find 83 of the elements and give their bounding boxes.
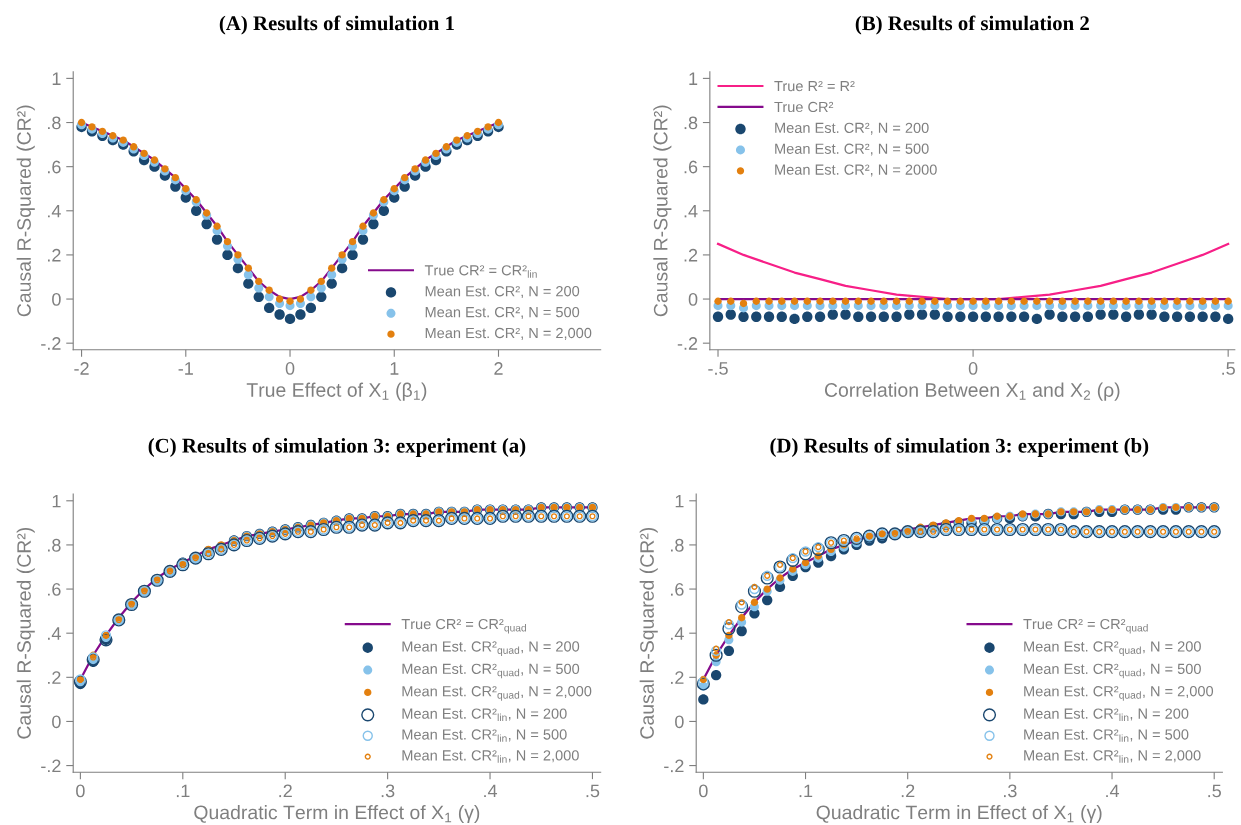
legend-label: Mean Est. CR², N = 500 xyxy=(425,306,580,319)
y-tick-label: .2 xyxy=(684,248,698,262)
legend-label: Mean Est. CR²$_{lin}$, N = 200 xyxy=(402,708,567,721)
y-tick-label: .6 xyxy=(670,582,684,596)
legend-label: Mean Est. CR², N = 2,000 xyxy=(425,327,592,340)
x-tick-label: 0 xyxy=(699,784,708,798)
x-tick-label: .4 xyxy=(1106,784,1120,798)
y-tick-label: -.2 xyxy=(41,759,61,773)
x-tick-label: .1 xyxy=(799,784,813,798)
legend-label: Mean Est. CR²$_{quad}$, N = 2,000 xyxy=(1024,686,1214,701)
y-tick-label: .4 xyxy=(48,204,61,218)
legend-label: True CR² = CR²$_{quad}$ xyxy=(401,618,526,634)
y-tick-label: .4 xyxy=(684,204,698,218)
legend-label: Mean Est. CR², N = 2000 xyxy=(775,164,937,177)
legend-label: Mean Est. CR², N = 500 xyxy=(775,143,929,156)
legend-label: Mean Est. CR²$_{lin}$, N = 2,000 xyxy=(1024,750,1201,763)
x-tick-label: 2 xyxy=(494,362,503,375)
chart-title: (C) Results of simulation 3: experiment (a) xyxy=(148,437,526,457)
y-tick-label: .6 xyxy=(48,582,61,596)
legend-label: True CR² xyxy=(774,101,834,113)
y-tick-label: .2 xyxy=(48,248,61,262)
legend-label: Mean Est. CR²$_{quad}$, N = 500 xyxy=(1024,663,1201,679)
y-tick-label: .4 xyxy=(48,627,61,640)
y-tick-label: .2 xyxy=(48,671,61,684)
y-tick-label: -.2 xyxy=(677,337,698,350)
chart-title: (A) Results of simulation 1 xyxy=(219,15,454,35)
legend-label: Mean Est. CR²$_{quad}$, N = 2,000 xyxy=(402,686,592,701)
legend-label: Mean Est. CR²$_{lin}$, N = 500 xyxy=(1024,729,1189,742)
y-tick-label: .2 xyxy=(670,671,684,684)
legend-label: Mean Est. CR²$_{quad}$, N = 500 xyxy=(402,663,580,679)
chart-title: (D) Results of simulation 3: experiment (b) xyxy=(770,437,1149,457)
chart-title: (B) Results of simulation 2 xyxy=(855,15,1089,35)
x-tick-label: 1 xyxy=(390,362,399,375)
x-axis-title: Quadratic Term in Effect of X$_{1}$ (γ) xyxy=(816,805,1102,824)
y-tick-label: 0 xyxy=(52,715,61,729)
x-tick-label: -1 xyxy=(178,362,193,375)
x-tick-label: .3 xyxy=(381,784,395,798)
x-tick-label: .4 xyxy=(484,784,498,798)
x-tick-label: .5 xyxy=(586,784,600,798)
y-tick-label: .4 xyxy=(670,627,684,640)
x-tick-label: -.5 xyxy=(708,362,728,375)
y-tick-label: -.2 xyxy=(41,337,61,350)
y-axis-title: Causal R-Squared (CR²) xyxy=(653,105,672,317)
legend-label: Mean Est. CR², N = 200 xyxy=(425,286,580,299)
legend-label: Mean Est. CR²$_{quad}$, N = 200 xyxy=(402,641,580,656)
x-axis-title: Quadratic Term in Effect of X$_{1}$ (γ) xyxy=(194,805,480,824)
x-tick-label: -2 xyxy=(74,362,89,375)
y-tick-label: 0 xyxy=(675,715,684,729)
legend-label: Mean Est. CR²$_{lin}$, N = 500 xyxy=(402,729,567,742)
y-tick-label: 1 xyxy=(675,494,684,508)
y-tick-label: .8 xyxy=(48,538,61,552)
y-tick-label: 0 xyxy=(688,292,698,306)
x-axis-title: Correlation Between X$_{1}$ and X$_{2}$ (ρ) xyxy=(824,382,1120,401)
y-tick-label: 0 xyxy=(52,292,61,306)
y-tick-label: 1 xyxy=(52,72,61,85)
legend-label: Mean Est. CR², N = 200 xyxy=(775,122,929,135)
x-tick-label: .2 xyxy=(901,784,915,798)
x-axis-title: True Effect of X$_{1}$ (β$_{1}$) xyxy=(246,382,427,401)
y-tick-label: .6 xyxy=(48,160,61,174)
legend-label: Mean Est. CR²$_{lin}$, N = 2,000 xyxy=(402,750,579,763)
x-tick-label: .5 xyxy=(1222,362,1235,375)
x-tick-label: 0 xyxy=(76,784,85,798)
x-tick-label: 0 xyxy=(968,362,978,375)
y-axis-title: Causal R-Squared (CR²) xyxy=(16,105,35,317)
y-tick-label: .8 xyxy=(48,116,61,130)
y-tick-label: .8 xyxy=(684,116,698,130)
y-axis-title: Causal R-Squared (CR²) xyxy=(639,527,658,739)
y-tick-label: 1 xyxy=(689,72,698,85)
legend-label: Mean Est. CR²$_{lin}$, N = 200 xyxy=(1024,708,1189,721)
x-tick-label: .2 xyxy=(279,784,292,798)
legend-label: True CR² = CR²$_{lin}$ xyxy=(424,265,537,278)
x-tick-label: .5 xyxy=(1208,784,1221,798)
legend-label: True R² = R² xyxy=(774,80,855,92)
legend-label: True CR² = CR²$_{quad}$ xyxy=(1023,618,1148,634)
x-tick-label: .1 xyxy=(176,784,190,798)
y-tick-label: 1 xyxy=(52,494,61,508)
x-tick-label: 0 xyxy=(285,362,295,375)
y-tick-label: .8 xyxy=(670,538,684,552)
y-axis-title: Causal R-Squared (CR²) xyxy=(16,527,35,739)
x-tick-label: .3 xyxy=(1003,784,1017,798)
legend-label: Mean Est. CR²$_{quad}$, N = 200 xyxy=(1024,641,1201,656)
y-tick-label: -.2 xyxy=(664,759,684,773)
y-tick-label: .6 xyxy=(684,160,698,174)
